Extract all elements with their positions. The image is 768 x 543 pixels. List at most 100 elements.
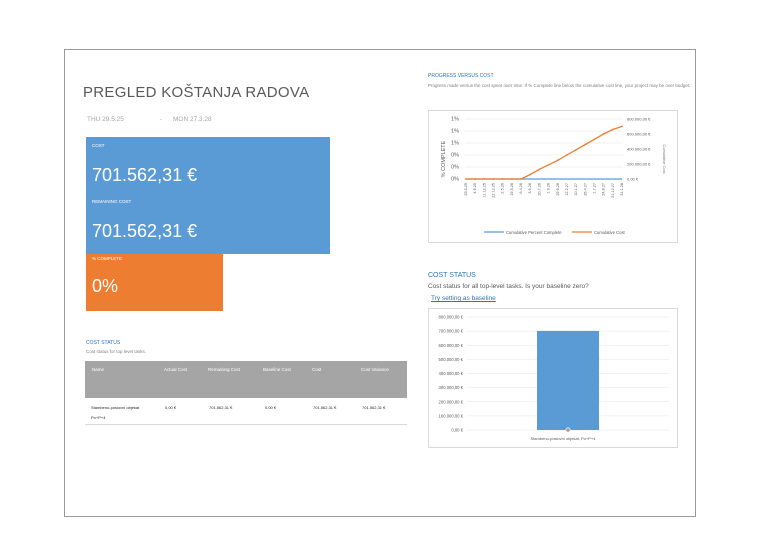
- y-tick-label: 600.000,00 €: [439, 343, 464, 348]
- end-date: MON 27.3.28: [173, 116, 212, 123]
- category-label: Stambeno-poslovni objekat, Po+P+4: [531, 436, 597, 441]
- cost-status-chart-subheading: Cost status for all top-level tasks. Is …: [428, 283, 589, 290]
- progress-chart: 1% 1% 1% 0% 0% 0% 800.000,00 € 600.000,00 € 400…: [428, 110, 678, 243]
- x-tick-label: 24.8.27: [602, 183, 606, 196]
- right-tick-label: 200.000,00 €: [627, 162, 651, 167]
- actual-cost-cell: 0,00 €: [165, 405, 177, 410]
- task-name: Stambeno-poslovni objekat: [91, 405, 140, 410]
- left-tick-label: 0%: [451, 165, 459, 171]
- cost-status-chart-heading: COST STATUS: [428, 272, 476, 279]
- y-tick-label: 100.000,00 €: [439, 413, 464, 418]
- x-tick-label: 20.7.26: [537, 183, 541, 196]
- data-point: [575, 148, 578, 151]
- data-point: [501, 178, 504, 180]
- x-tick-label: 12.2.27: [565, 183, 569, 196]
- x-tick-label: 21.12.27: [611, 183, 615, 198]
- cost-status-table-header: Name Actual Cost Remaining Cost Baseline…: [85, 361, 407, 398]
- cost-status-subheading: Cost status for top level tasks.: [86, 349, 147, 354]
- date-separator: -: [160, 116, 163, 123]
- complete-value: 0%: [92, 276, 119, 296]
- cost-status-heading: COST STATUS: [86, 340, 121, 346]
- right-tick-label: 600.000,00 €: [627, 132, 651, 137]
- cost-cell: 701.562,31 €: [313, 405, 337, 410]
- data-point: [593, 138, 596, 141]
- column-header: Baseline Cost: [263, 367, 291, 372]
- right-tick-label: 0,00 €: [627, 177, 639, 182]
- series-line-cumulative-cost: [466, 125, 623, 180]
- remaining-cost-value: 701.562,31 €: [92, 221, 198, 241]
- report-page: PREGLED KOŠTANJA RADOVA THU 29.5.25 - MO…: [64, 49, 696, 517]
- legend-label: Cumulative Cost: [594, 230, 626, 235]
- x-tick-label: 26.4.27: [583, 183, 587, 196]
- data-point: [510, 178, 513, 180]
- x-tick-label: 6.4.26: [519, 183, 523, 194]
- left-tick-label: 1%: [451, 141, 459, 147]
- data-point: [483, 178, 486, 180]
- progress-chart-heading: PROGRESS VERSUS COST: [428, 73, 494, 79]
- left-axis-label: % COMPLETE: [441, 140, 447, 177]
- start-date: THU 29.5.25: [87, 116, 124, 123]
- data-point: [621, 125, 623, 128]
- report-title: PREGLED KOŠTANJA RADOVA: [83, 84, 310, 101]
- data-point: [529, 173, 532, 176]
- y-tick-label: 500.000,00 €: [439, 357, 464, 362]
- x-tick-label: 10.1.27: [574, 183, 578, 196]
- x-tick-label: 1.7.27: [592, 183, 596, 194]
- cost-card: COST 701.562,31 € REMAINING COST 701.562…: [86, 137, 330, 254]
- column-header: Cost: [312, 367, 322, 372]
- y-tick-label: 200.000,00 €: [439, 399, 464, 404]
- table-row: Stambeno-poslovni objekat Po+P+4 0,00 € …: [85, 398, 407, 425]
- cost-status-chart-svg: 800.000,00 € 700.000,00 € 600.000,00 € 500.…: [439, 315, 669, 441]
- baseline-cost-cell: 0,00 €: [265, 405, 277, 410]
- complete-card: % COMPLETE 0%: [86, 254, 223, 311]
- data-point: [465, 178, 467, 180]
- y-tick-label: 700.000,00 €: [439, 329, 464, 334]
- cost-variance-cell: 701.562,31 €: [362, 405, 386, 410]
- column-header: Name: [92, 367, 105, 372]
- data-point: [611, 128, 614, 131]
- x-tick-label: 1.9.26: [547, 183, 551, 194]
- left-tick-label: 0%: [451, 177, 459, 183]
- y-tick-label: 300.000,00 €: [439, 385, 464, 390]
- cost-value: 701.562,31 €: [92, 165, 198, 185]
- data-point: [474, 178, 477, 180]
- data-point: [520, 178, 522, 180]
- task-name-line2: Po+P+4: [91, 415, 106, 420]
- x-tick-label: 11.12.25: [482, 183, 486, 198]
- cost-status-chart: 800.000,00 € 700.000,00 € 600.000,00 € 500.…: [428, 308, 678, 448]
- data-point: [602, 133, 605, 135]
- x-tick-label: 31.1.28: [620, 183, 624, 196]
- right-axis-label: Cumulative Cost: [662, 144, 667, 174]
- legend-label: Cumulative Percent Complete: [506, 230, 562, 235]
- left-tick-label: 1%: [451, 117, 459, 123]
- x-tick-label: 19.5.26: [510, 183, 514, 196]
- cost-label: COST: [92, 143, 105, 148]
- right-tick-label: 400.000,00 €: [627, 147, 651, 152]
- remaining-cost-label: REMAINING COST: [92, 199, 132, 204]
- x-tick-label: 22.12.25: [492, 183, 496, 198]
- set-baseline-link[interactable]: Try setting as baseline: [431, 295, 496, 302]
- column-header: Remaining Cost: [208, 367, 241, 372]
- column-header: Actual Cost: [164, 367, 188, 372]
- progress-chart-description: Progress made versus the cost spent over…: [428, 83, 691, 88]
- y-tick-label: 800.000,00 €: [439, 315, 464, 320]
- data-point: [547, 163, 550, 166]
- x-tick-label: 29.5.25: [464, 183, 468, 196]
- y-tick-label: 400.000,00 €: [439, 371, 464, 376]
- x-tick-label: 4.9.25: [473, 183, 477, 194]
- data-point: [492, 178, 495, 180]
- right-tick-label: 800.000,00 €: [627, 117, 651, 122]
- y-tick-label: 0,00 €: [451, 428, 463, 433]
- x-tick-label: 29.9.26: [556, 183, 560, 196]
- left-tick-label: 0%: [451, 153, 459, 159]
- x-tick-label: 3.5.26: [528, 183, 532, 194]
- column-header: Cost Variance: [361, 367, 389, 372]
- data-point: [584, 143, 587, 146]
- remaining-cost-cell: 701.562,31 €: [209, 405, 233, 410]
- data-point: [566, 154, 568, 156]
- bar-cost: [537, 330, 599, 430]
- data-point: [538, 168, 541, 171]
- progress-chart-svg: 1% 1% 1% 0% 0% 0% 800.000,00 € 600.000,00 € 400…: [441, 117, 667, 236]
- left-tick-label: 1%: [451, 129, 459, 135]
- data-point: [556, 159, 559, 162]
